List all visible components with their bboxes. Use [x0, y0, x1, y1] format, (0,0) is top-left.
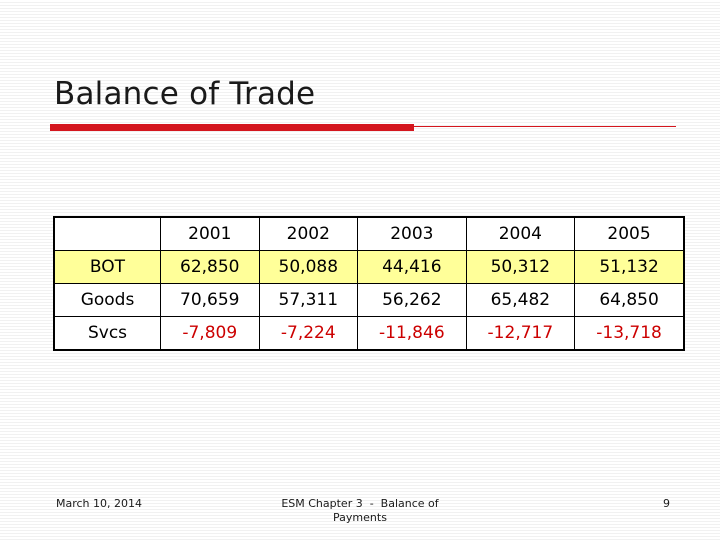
header-cell-2003: 2003 [357, 216, 467, 251]
title-underline-thick [50, 124, 414, 131]
row-label: BOT [53, 250, 161, 284]
footer-date: March 10, 2014 [56, 497, 143, 510]
table-cell: 62,850 [160, 250, 260, 284]
balance-of-trade-table: 2001 2002 2003 2004 2005 BOT 62,850 50,0… [53, 216, 685, 351]
table-cell-negative: -13,718 [574, 316, 685, 351]
row-label: Goods [53, 283, 161, 317]
table-cell: 51,132 [574, 250, 685, 284]
table-cell: 56,262 [357, 283, 467, 317]
footer-title-line-2: Payments [333, 511, 387, 524]
title-underline-thin [414, 126, 676, 127]
table-header-row: 2001 2002 2003 2004 2005 [53, 216, 685, 251]
row-label: Svcs [53, 316, 161, 351]
header-cell-2005: 2005 [574, 216, 685, 251]
header-cell-2004: 2004 [465, 216, 576, 251]
table-row-goods: Goods 70,659 57,311 56,262 65,482 64,850 [53, 283, 685, 317]
table-cell-negative: -7,224 [258, 316, 359, 351]
header-cell-2001: 2001 [160, 216, 260, 251]
table-cell: 57,311 [258, 283, 359, 317]
table-cell: 50,312 [465, 250, 576, 284]
header-cell-2002: 2002 [258, 216, 359, 251]
table-cell: 70,659 [160, 283, 260, 317]
slide-title: Balance of Trade [54, 76, 316, 112]
table-cell: 64,850 [574, 283, 685, 317]
table-cell: 44,416 [357, 250, 467, 284]
footer-title-line-1: ESM Chapter 3 - Balance of [281, 497, 439, 510]
table-cell: 65,482 [465, 283, 576, 317]
table-row-svcs: Svcs -7,809 -7,224 -11,846 -12,717 -13,7… [53, 316, 685, 351]
footer-title: ESM Chapter 3 - Balance of Payments [240, 497, 480, 525]
table-cell-negative: -12,717 [465, 316, 576, 351]
table-row-bot: BOT 62,850 50,088 44,416 50,312 51,132 [53, 250, 685, 284]
page-number: 9 [663, 497, 670, 510]
table-cell: 50,088 [258, 250, 359, 284]
table-cell-negative: -11,846 [357, 316, 467, 351]
header-cell-empty [53, 216, 161, 251]
table-cell-negative: -7,809 [160, 316, 260, 351]
